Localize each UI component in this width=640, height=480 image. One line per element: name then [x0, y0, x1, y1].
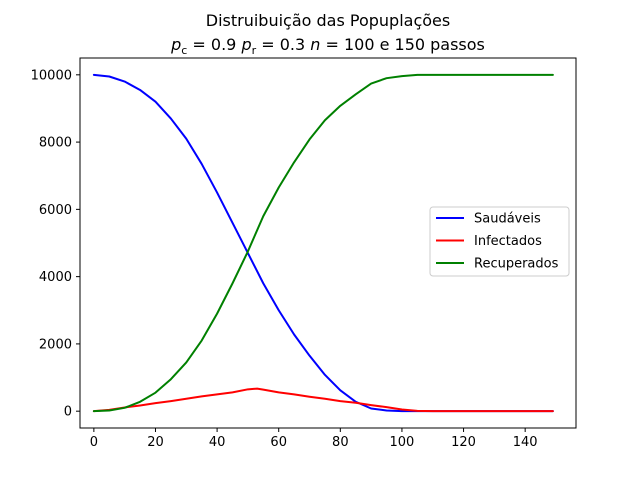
x-tick-label: 20 — [147, 435, 164, 450]
legend-box — [429, 206, 570, 277]
x-tick-label: 0 — [90, 435, 98, 450]
x-tick-label: 60 — [270, 435, 287, 450]
x-tick-label: 100 — [390, 435, 415, 450]
y-tick-label: 10000 — [31, 68, 72, 83]
pc-value: = 0.9 — [187, 35, 241, 54]
pr-symbol: p — [240, 35, 251, 54]
x-tick-label: 40 — [209, 435, 226, 450]
y-tick-label: 0 — [64, 405, 72, 420]
series-line-1 — [92, 387, 554, 413]
x-tick-label: 120 — [451, 435, 476, 450]
pr-value: = 0.3 — [256, 35, 310, 54]
y-tick-label: 2000 — [39, 337, 72, 352]
chart-title-line2: pc = 0.9 pr = 0.3 n = 100 e 150 passos — [170, 35, 485, 57]
x-tick-label: 140 — [513, 435, 538, 450]
x-axis-ticks: 0 20 40 60 80 100 120 140 — [90, 428, 538, 450]
y-tick-label: 4000 — [39, 270, 72, 285]
x-tick-label: 80 — [332, 435, 349, 450]
chart-title-line1: Distruibuição das Popuplações — [206, 11, 450, 30]
n-symbol: n — [310, 35, 320, 54]
pc-symbol: p — [170, 35, 181, 54]
n-value: = 100 e 150 passos — [320, 35, 485, 54]
pc-subscript: c — [181, 44, 187, 57]
y-tick-label: 6000 — [39, 203, 72, 218]
plot-area-frame — [79, 57, 577, 429]
legend-label-0: Saudáveis — [474, 212, 541, 227]
series-line-2 — [92, 73, 554, 413]
y-tick-label: 8000 — [39, 136, 72, 151]
plot-lines — [92, 73, 554, 413]
legend: Saudáveis Infectados Recuperados — [429, 206, 570, 277]
legend-label-2: Recuperados — [474, 257, 559, 272]
pr-subscript: r — [252, 44, 257, 57]
legend-label-1: Infectados — [474, 234, 542, 249]
y-axis-ticks: 0 2000 4000 6000 8000 10000 — [31, 68, 80, 420]
